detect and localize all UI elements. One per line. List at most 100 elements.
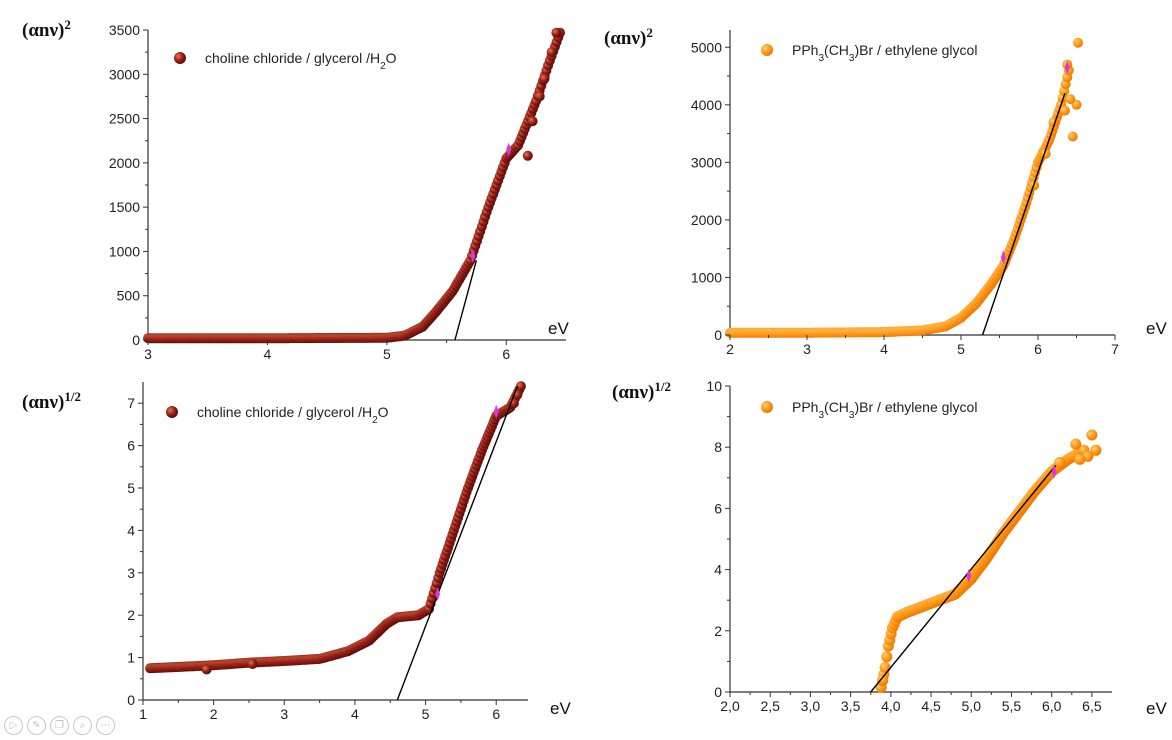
- x-tick-label: 2,5: [760, 698, 780, 714]
- data-point: [879, 662, 891, 673]
- x-tick-label: 4,0: [881, 698, 901, 714]
- fit-range-marker: [1000, 250, 1006, 265]
- y-tick-label: 3000: [691, 154, 722, 170]
- data-point: [1073, 37, 1083, 48]
- x-axis-unit: eV: [1146, 319, 1167, 338]
- fit-range-marker: [493, 404, 499, 419]
- zoom-icon[interactable]: ⌕: [73, 716, 92, 735]
- play-icon[interactable]: ▷: [4, 716, 23, 735]
- y-tick-label: 3: [127, 565, 135, 581]
- data-point: [551, 27, 562, 38]
- data-point: [546, 47, 557, 58]
- data-point: [1065, 94, 1076, 105]
- x-axis-unit: eV: [548, 319, 569, 338]
- x-tick-label: 2,0: [720, 698, 740, 714]
- y-tick-label: 2000: [691, 212, 722, 228]
- y-tick-label: 0: [714, 684, 722, 700]
- x-tick-label: 6: [492, 706, 500, 722]
- y-tick-label: 6: [127, 438, 135, 454]
- x-tick-label: 2: [726, 341, 734, 357]
- data-point: [201, 664, 212, 675]
- x-tick-label: 5: [957, 341, 965, 357]
- more-icon[interactable]: ⋯: [96, 716, 115, 735]
- legend-marker: [174, 52, 186, 64]
- x-tick-label: 1: [139, 706, 147, 722]
- data-point: [539, 73, 550, 84]
- x-tick-label: 5: [422, 706, 430, 722]
- edit-icon[interactable]: ✎: [27, 716, 46, 735]
- y-tick-label: 1000: [691, 269, 722, 285]
- y-tick-label: 2000: [109, 155, 140, 171]
- x-tick-label: 4,5: [921, 698, 941, 714]
- fit-range-marker: [435, 587, 441, 601]
- data-point: [1086, 429, 1098, 441]
- chart-top-left: 3 4 5 6 0 500 1000 1500 2000 2500 3000 3500 choline…: [22, 17, 569, 363]
- y-tick-label: 6: [714, 500, 722, 516]
- y-tick-label: 3500: [109, 22, 140, 38]
- x-tick-label: 3,0: [801, 698, 821, 714]
- x-tick-label: 6: [502, 346, 510, 362]
- fit-range-marker: [966, 568, 972, 583]
- y-tick-label: 4: [714, 562, 722, 578]
- y-axis-label: (αnν)2: [604, 25, 653, 50]
- y-tick-label: 1500: [109, 199, 140, 215]
- data-point: [881, 651, 893, 663]
- data-point: [877, 674, 889, 686]
- legend-label: choline chloride / glycerol /H2O: [205, 50, 397, 72]
- y-tick-label: 4000: [691, 97, 722, 113]
- y-tick-label: 3000: [109, 66, 140, 82]
- fit-range-marker: [1051, 464, 1057, 479]
- fit-range-marker: [506, 142, 512, 157]
- y-tick-label: 0: [127, 692, 135, 708]
- y-tick-label: 0: [132, 332, 140, 348]
- chart-bottom-right: 2,0 2,5 3,0 3,5 4,0 4,5 5,0 5,5 6,0 6,5 0 2 4 6 8 10 PP…: [612, 378, 1167, 718]
- data-point: [515, 381, 526, 392]
- linear-fit-line: [396, 385, 519, 701]
- legend-label: choline chloride / glycerol /H2O: [197, 404, 389, 426]
- x-tick-label: 3: [144, 346, 152, 362]
- linear-fit-line: [870, 465, 1057, 693]
- x-axis-unit: eV: [1146, 699, 1167, 718]
- y-tick-label: 5: [127, 480, 135, 496]
- x-tick-label: 3: [280, 706, 288, 722]
- data-point: [1059, 105, 1070, 116]
- x-tick-label: 5,0: [962, 698, 982, 714]
- y-tick-label: 4: [127, 522, 135, 538]
- chart-top-right: 2 3 4 5 6 7 0 1000 2000 3000 4000 5000 PPh3(CH3)Br …: [604, 25, 1167, 358]
- x-axis-unit: eV: [550, 699, 571, 718]
- x-tick-label: 3: [803, 341, 811, 357]
- y-tick-label: 500: [117, 288, 141, 304]
- x-tick-label: 4: [351, 706, 359, 722]
- x-tick-label: 6: [1034, 341, 1042, 357]
- x-tick-label: 6,5: [1082, 698, 1102, 714]
- y-axis-label: (αnν)1/2: [22, 389, 81, 414]
- y-tick-label: 0: [714, 327, 722, 343]
- linear-fit-line: [454, 260, 478, 341]
- data-point: [1090, 444, 1102, 456]
- y-tick-label: 5000: [691, 39, 722, 55]
- data-point: [1067, 131, 1078, 142]
- viewer-toolbar: ▷ ✎ ❐ ⌕ ⋯: [4, 716, 115, 735]
- copy-icon[interactable]: ❐: [50, 716, 69, 735]
- fit-range-marker: [470, 248, 476, 263]
- x-tick-label: 4: [880, 341, 888, 357]
- x-tick-label: 4: [264, 346, 272, 362]
- data-point: [1074, 453, 1086, 465]
- x-tick-label: 5,5: [1002, 698, 1022, 714]
- x-tick-label: 7: [1111, 341, 1119, 357]
- data-point: [1054, 457, 1066, 468]
- y-tick-label: 2500: [109, 111, 140, 127]
- y-axis-label: (αnν)1/2: [612, 379, 671, 404]
- y-tick-label: 2: [714, 623, 722, 639]
- y-tick-label: 10: [706, 378, 722, 394]
- data-point: [522, 150, 533, 161]
- data-point: [527, 116, 538, 127]
- legend-marker: [166, 406, 178, 418]
- y-tick-label: 2: [127, 607, 135, 623]
- x-tick-label: 6,0: [1042, 698, 1062, 714]
- legend-marker: [761, 401, 773, 413]
- x-tick-label: 5: [383, 346, 391, 362]
- data-point: [247, 659, 258, 669]
